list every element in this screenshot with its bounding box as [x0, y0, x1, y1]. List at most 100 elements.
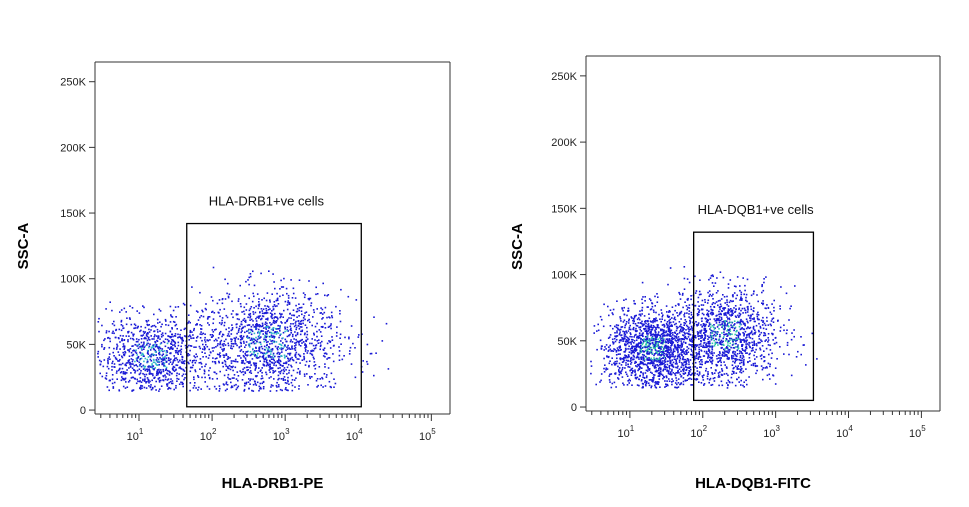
data-point [298, 343, 300, 346]
data-point [659, 354, 661, 356]
data-point [269, 299, 271, 301]
data-point [179, 349, 182, 352]
y-tick-label: 150K [60, 208, 86, 220]
data-point [158, 346, 161, 349]
data-point [703, 383, 706, 385]
data-point [679, 353, 681, 356]
data-point [300, 323, 302, 325]
data-point [773, 310, 775, 312]
data-point [298, 385, 300, 387]
data-point [381, 340, 384, 342]
data-point [730, 308, 732, 310]
data-point [113, 320, 115, 323]
data-point [146, 335, 149, 338]
data-point [652, 325, 655, 327]
data-point [732, 347, 735, 349]
data-point [634, 347, 636, 350]
data-point [704, 341, 706, 344]
data-point [242, 340, 245, 343]
data-point [707, 345, 709, 347]
data-point [633, 356, 635, 358]
data-point [230, 329, 233, 332]
data-point [176, 351, 179, 354]
data-point [276, 292, 278, 295]
data-point [226, 292, 228, 295]
data-point [338, 354, 341, 357]
data-point [627, 310, 629, 312]
data-point [676, 363, 678, 365]
data-point [246, 324, 249, 327]
data-point [291, 335, 294, 338]
data-point [262, 352, 264, 354]
data-point [156, 339, 158, 342]
data-point [663, 331, 666, 334]
data-point [635, 343, 638, 346]
data-point [276, 361, 279, 363]
data-point [161, 332, 164, 334]
data-point [695, 379, 697, 381]
data-point [246, 350, 248, 353]
data-point [157, 346, 159, 348]
data-point [259, 386, 262, 389]
data-point [698, 355, 700, 358]
data-point [686, 353, 688, 355]
data-point [148, 368, 150, 370]
data-point [702, 304, 705, 306]
data-point [168, 340, 170, 342]
data-point [321, 308, 324, 311]
data-point [213, 339, 216, 342]
data-point [276, 352, 278, 355]
data-point [250, 378, 252, 380]
data-point [648, 384, 651, 387]
data-point [317, 342, 320, 344]
data-point [634, 369, 636, 371]
data-point [726, 347, 729, 349]
data-point [114, 356, 117, 359]
data-point [233, 360, 236, 363]
data-point [753, 318, 755, 320]
data-point [158, 370, 160, 373]
data-point [153, 313, 155, 316]
data-point [672, 350, 675, 352]
data-point [240, 334, 243, 337]
data-point [800, 336, 802, 338]
data-point [212, 357, 214, 359]
data-point [235, 383, 237, 386]
data-point [680, 370, 682, 373]
data-point [703, 338, 705, 340]
data-point [152, 347, 155, 350]
data-point [742, 277, 744, 279]
data-point [109, 340, 111, 343]
data-point [288, 347, 290, 349]
data-point [178, 373, 180, 375]
data-point [158, 349, 161, 352]
data-point [754, 358, 756, 360]
data-point [333, 386, 335, 388]
data-point [616, 327, 619, 329]
data-point [270, 358, 273, 360]
data-point [621, 376, 624, 378]
data-point [646, 320, 649, 322]
data-point [100, 360, 102, 363]
data-point [710, 329, 713, 332]
data-point [273, 362, 276, 365]
data-point [211, 311, 213, 313]
data-point [620, 348, 622, 351]
data-point [711, 372, 713, 374]
data-point [143, 341, 145, 344]
data-point [718, 328, 720, 330]
data-point [717, 372, 720, 374]
data-point [760, 319, 763, 322]
data-point [678, 304, 680, 306]
data-point [149, 349, 152, 351]
data-point [286, 389, 288, 391]
data-point [695, 344, 697, 346]
data-point [284, 328, 286, 330]
data-point [155, 359, 158, 361]
data-point [726, 367, 728, 369]
data-point [329, 385, 332, 388]
data-point [244, 352, 246, 355]
data-point [657, 341, 659, 344]
data-point [130, 323, 133, 326]
data-point [287, 360, 290, 362]
